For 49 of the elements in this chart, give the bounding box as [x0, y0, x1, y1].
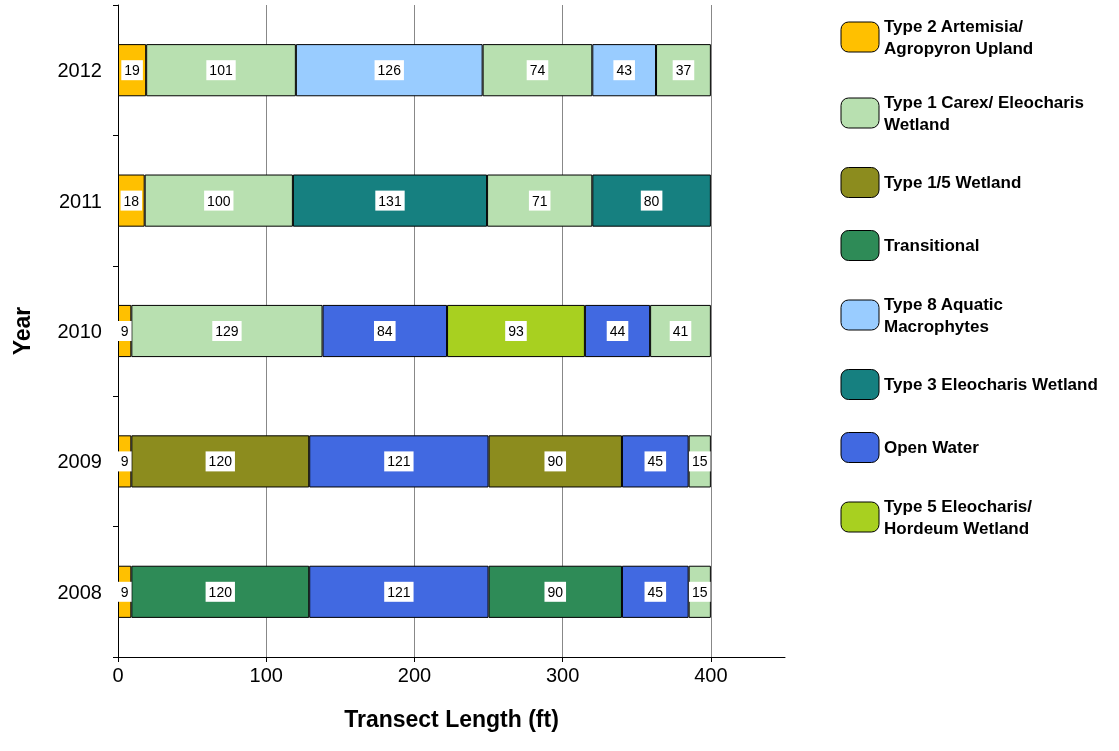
- data-label: 43: [616, 62, 633, 79]
- data-label: 45: [647, 583, 664, 600]
- data-label: 90: [547, 583, 564, 600]
- data-label: 126: [377, 62, 402, 79]
- legend-label: Open Water: [884, 438, 980, 457]
- data-label: 93: [508, 323, 524, 339]
- data-label: 100: [207, 192, 231, 209]
- legend-label: Type 1 Carex/ Eleocharis Wetland: [884, 92, 1089, 134]
- data-label: 18: [123, 192, 140, 209]
- y-tick-label: 2010: [57, 320, 102, 342]
- x-tick-label: 200: [397, 664, 432, 686]
- x-tick-label: 0: [112, 664, 124, 686]
- legend-label: Type 3 Eleocharis Wetland: [884, 375, 1098, 394]
- data-label: 84: [377, 323, 393, 339]
- data-label: 37: [675, 62, 692, 79]
- data-label: 9: [120, 323, 129, 339]
- data-label: 80: [643, 192, 660, 209]
- data-label: 9: [120, 583, 129, 600]
- data-label: 131: [378, 192, 402, 209]
- data-label: 71: [531, 192, 548, 209]
- legend-label: Type 1/5 Wetland: [884, 173, 1022, 192]
- x-tick-label: 400: [694, 664, 728, 686]
- y-axis-title: Year: [8, 306, 35, 356]
- data-label: 19: [124, 62, 141, 79]
- legend-label: Type 2 Artemisia/ Agropyron Upland: [884, 16, 1034, 58]
- legend-label: Transitional: [884, 236, 980, 255]
- data-label: 101: [209, 62, 233, 79]
- data-label: 129: [215, 323, 239, 339]
- x-tick-label: 100: [249, 664, 283, 686]
- y-tick-label: 2011: [58, 189, 102, 212]
- x-axis-title: Transect Length (ft): [344, 705, 559, 732]
- data-label: 121: [387, 453, 411, 470]
- y-tick-label: 2012: [57, 59, 102, 82]
- y-tick-label: 2009: [57, 450, 102, 473]
- data-label: 44: [609, 323, 626, 339]
- legend-label: Type 5 Eleocharis/ Hordeum Wetland: [884, 496, 1037, 538]
- data-label: 74: [529, 62, 546, 79]
- data-label: 15: [691, 453, 708, 470]
- data-label: 15: [691, 583, 708, 600]
- data-label: 120: [208, 453, 233, 470]
- legend-label: Type 8 Aquatic Macrophytes: [884, 294, 1008, 336]
- x-tick-label: 300: [545, 664, 580, 686]
- data-label: 41: [672, 323, 689, 339]
- y-tick-label: 2008: [57, 580, 102, 603]
- data-label: 45: [647, 453, 664, 470]
- data-label: 9: [120, 453, 129, 470]
- data-label: 121: [387, 583, 411, 600]
- data-label: 120: [208, 583, 233, 600]
- data-label: 90: [547, 453, 564, 470]
